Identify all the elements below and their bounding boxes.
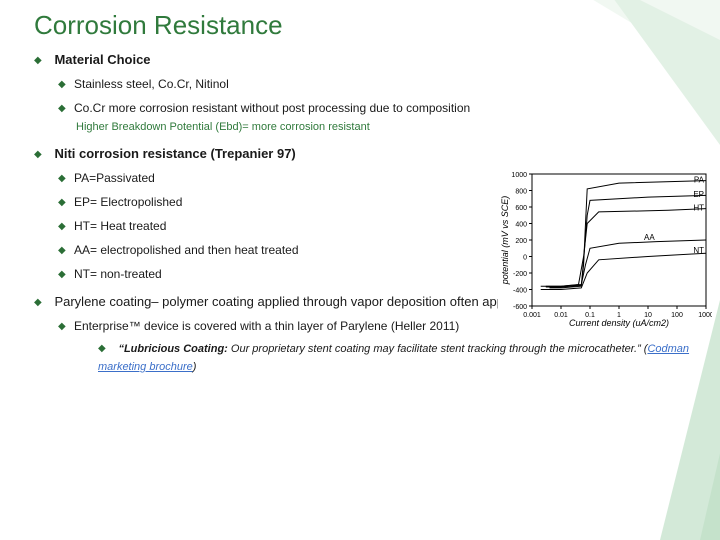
svg-text:1000: 1000: [511, 172, 527, 179]
svg-text:200: 200: [515, 238, 527, 245]
svg-text:PA: PA: [694, 175, 705, 184]
note-text: Higher Breakdown Potential (Ebd)= more c…: [76, 121, 370, 133]
bullet-icon: ◆: [58, 103, 68, 114]
bullet-icon: ◆: [34, 149, 44, 160]
quote-text: “Lubricious Coating: Our proprietary ste…: [98, 343, 689, 373]
bullet-icon: ◆: [58, 79, 68, 90]
svg-text:400: 400: [515, 222, 527, 229]
list-item: NT= non-treated: [74, 267, 162, 281]
bullet-icon: ◆: [58, 197, 68, 208]
corrosion-chart: -600-400-200020040060080010000.0010.010.…: [498, 168, 712, 328]
bullet-icon: ◆: [34, 297, 44, 308]
list-item: Co.Cr more corrosion resistant without p…: [74, 101, 470, 115]
list-item: EP= Electropolished: [74, 195, 182, 209]
bullet-icon: ◆: [58, 245, 68, 256]
bullet-icon: ◆: [58, 269, 68, 280]
section-heading-niti: Niti corrosion resistance (Trepanier 97): [54, 146, 295, 161]
svg-text:-600: -600: [513, 304, 527, 311]
list-item: Stainless steel, Co.Cr, Nitinol: [74, 77, 229, 91]
svg-text:AA: AA: [644, 233, 655, 242]
svg-text:EP: EP: [693, 190, 704, 199]
svg-text:800: 800: [515, 189, 527, 196]
svg-text:NT: NT: [693, 246, 704, 255]
bullet-icon: ◆: [34, 55, 44, 66]
list-item: PA=Passivated: [74, 171, 155, 185]
svg-text:potential (mV vs SCE): potential (mV vs SCE): [500, 196, 510, 286]
page-title: Corrosion Resistance: [34, 10, 708, 41]
list-item: HT= Heat treated: [74, 219, 166, 233]
svg-text:-400: -400: [513, 288, 527, 295]
svg-text:0.001: 0.001: [523, 312, 541, 319]
svg-text:0.01: 0.01: [554, 312, 568, 319]
bullet-icon: ◆: [98, 343, 108, 354]
svg-text:1000: 1000: [698, 312, 712, 319]
list-item: AA= electropolished and then heat treate…: [74, 243, 299, 257]
bullet-icon: ◆: [58, 221, 68, 232]
section-heading-material: Material Choice: [54, 52, 150, 67]
list-item: Enterprise™ device is covered with a thi…: [74, 319, 459, 333]
svg-text:Current density (uA/cm2): Current density (uA/cm2): [569, 318, 669, 328]
svg-text:HT: HT: [693, 203, 704, 212]
bullet-icon: ◆: [58, 321, 68, 332]
svg-text:-200: -200: [513, 271, 527, 278]
svg-text:100: 100: [671, 312, 683, 319]
bullet-icon: ◆: [58, 173, 68, 184]
svg-text:600: 600: [515, 205, 527, 212]
svg-text:0: 0: [523, 255, 527, 262]
